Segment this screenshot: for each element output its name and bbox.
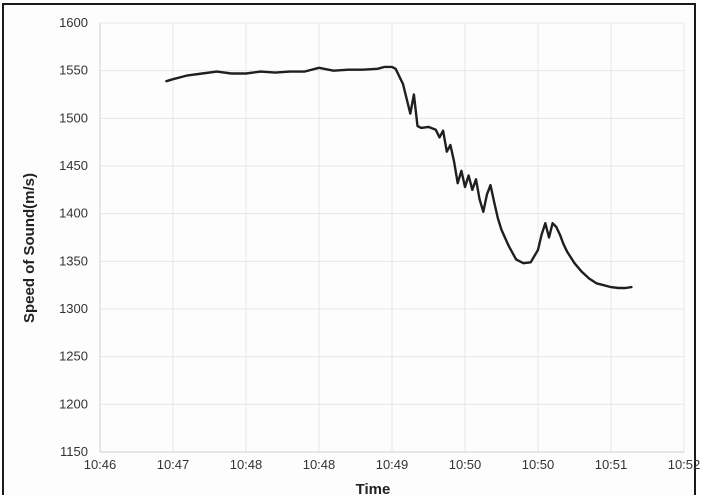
x-tick-label: 10:46 [84,457,117,472]
x-axis-title: Time [356,481,391,498]
y-tick-label: 1300 [59,301,88,316]
x-tick-label: 10:52 [668,457,701,472]
y-tick-label: 1400 [59,206,88,221]
chart-frame [2,3,696,495]
y-axis-title: Speed of Sound(m/s) [21,173,38,323]
y-tick-label: 1450 [59,158,88,173]
y-tick-label: 1350 [59,253,88,268]
gridlines [99,22,685,453]
series-layer [165,65,633,290]
y-tick-label: 1250 [59,349,88,364]
x-tick-label: 10:50 [522,457,555,472]
axes [99,23,684,453]
y-tick-label: 1200 [59,396,88,411]
y-tick-label: 1550 [59,63,88,78]
x-tick-label: 10:48 [230,457,263,472]
series-line [165,65,633,290]
x-tick-label: 10:50 [449,457,482,472]
y-tick-label: 1600 [59,15,88,30]
x-tick-label: 10:49 [376,457,409,472]
y-tick-label: 1500 [59,110,88,125]
x-tick-label: 10:51 [595,457,628,472]
x-tick-label: 10:47 [157,457,190,472]
y-tick-labels: 1150 1200 1250 1300 1350 1400 1450 1500 1550 1600 [59,15,88,459]
x-tick-label: 10:48 [303,457,336,472]
y-tick-label: 1150 [60,444,88,459]
x-tick-labels: 10:46 10:47 10:48 10:48 10:49 10:50 10:50 10:51… [84,457,701,472]
